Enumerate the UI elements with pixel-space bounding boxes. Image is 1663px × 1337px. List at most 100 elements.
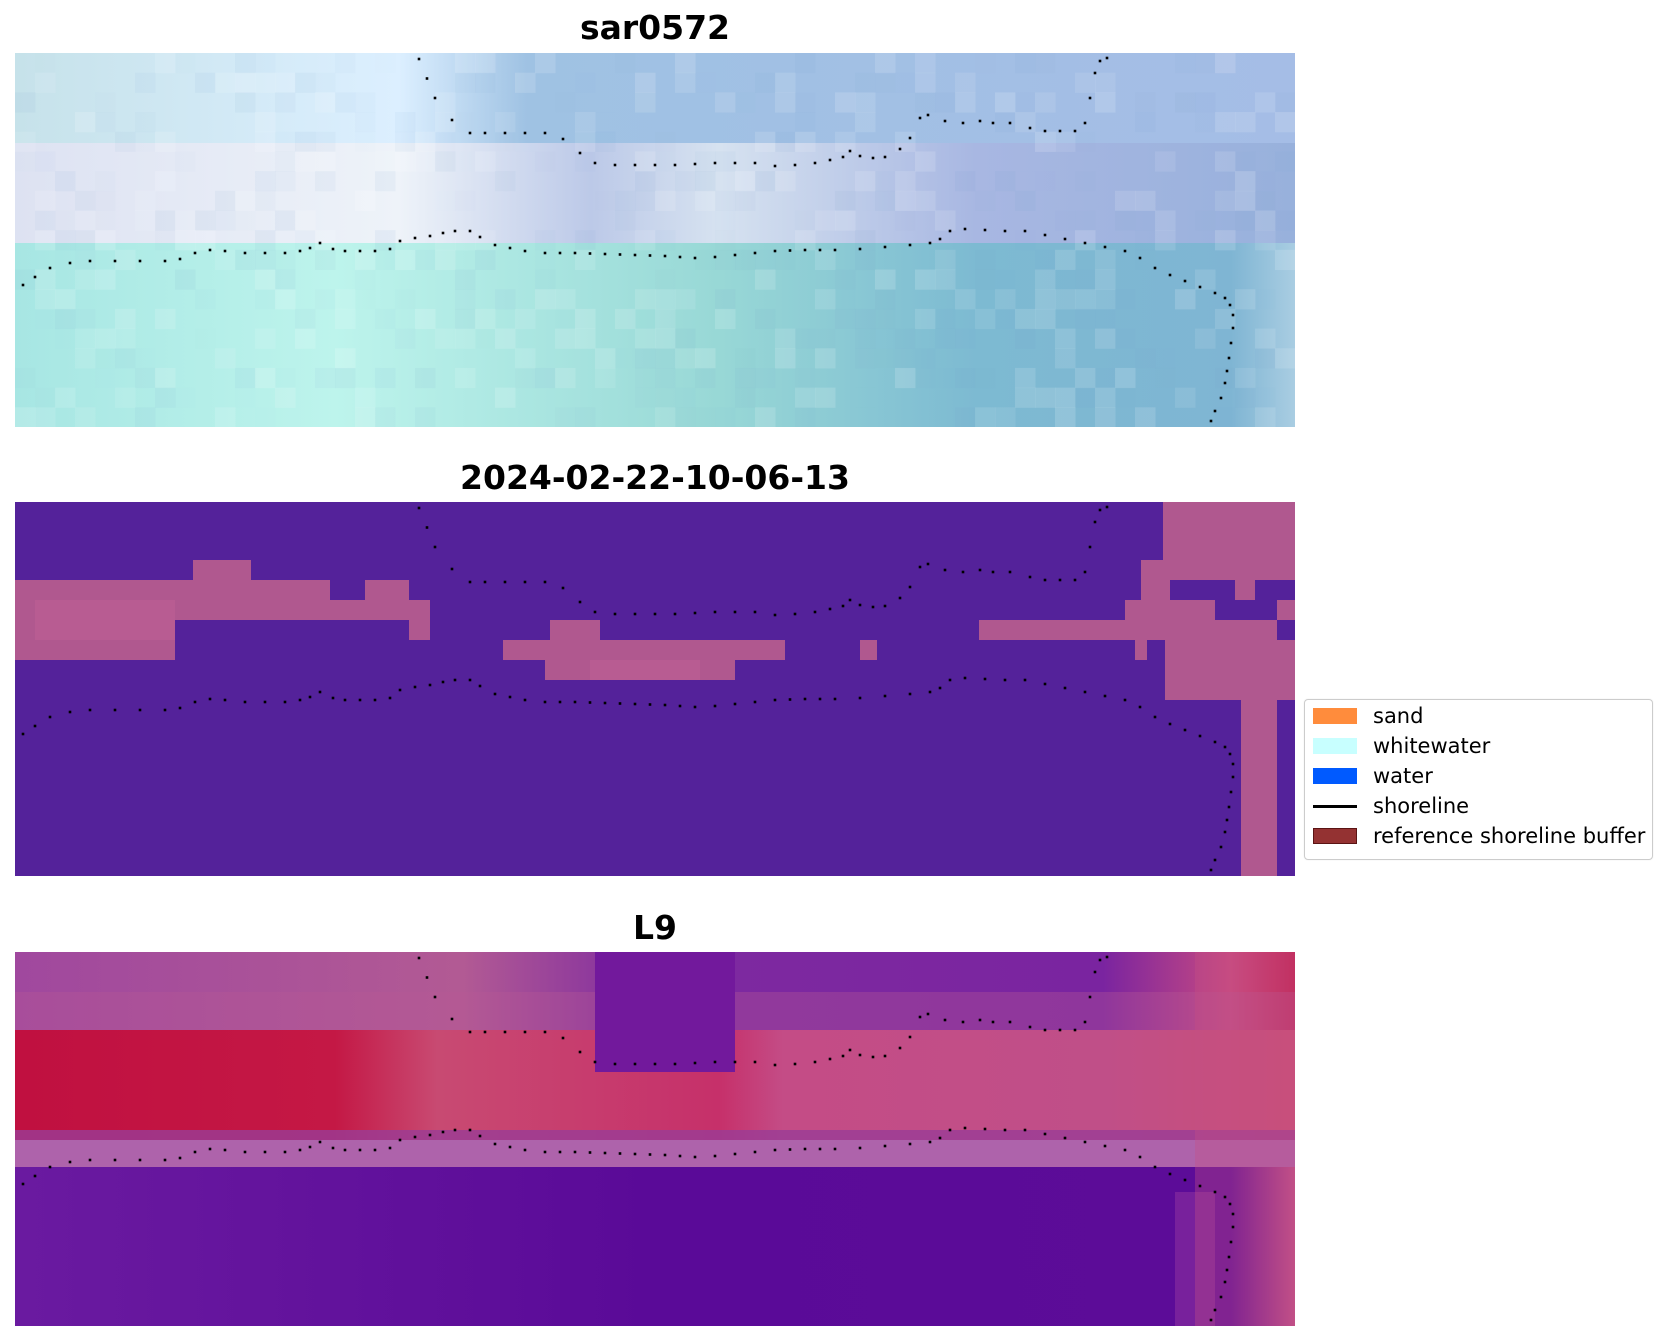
shoreline-point [68, 1160, 72, 1164]
shoreline-point [1105, 505, 1109, 509]
shoreline-point [678, 255, 682, 259]
shoreline-point [243, 700, 247, 704]
shoreline-point [733, 1152, 737, 1156]
shoreline-point [833, 248, 837, 252]
shoreline-point [908, 1035, 912, 1039]
shoreline-point [283, 251, 287, 255]
shoreline-point [753, 700, 757, 704]
shoreline-point [523, 249, 527, 253]
shoreline-point [453, 1128, 457, 1132]
shoreline-point [1209, 868, 1213, 872]
shoreline-point [573, 251, 577, 255]
shoreline-point [978, 119, 982, 123]
shoreline-dots [21, 955, 1235, 1322]
shoreline-point [1223, 830, 1227, 834]
legend-item-shoreline: shoreline [1313, 794, 1469, 818]
shoreline-point [618, 1152, 622, 1155]
shoreline-point [417, 956, 421, 960]
shoreline-point [1083, 1140, 1087, 1144]
shoreline-point [373, 1148, 377, 1152]
shoreline-point [1088, 96, 1092, 100]
shoreline-point [308, 695, 312, 699]
shoreline-point [1168, 722, 1172, 726]
shoreline-point [543, 131, 547, 135]
shoreline-point [433, 995, 437, 999]
shoreline-point [1043, 233, 1047, 237]
shoreline-point [978, 1018, 982, 1022]
shoreline-point [928, 690, 932, 694]
shoreline-point [663, 703, 667, 707]
shoreline-point [358, 1148, 362, 1152]
shoreline-point [1023, 229, 1027, 233]
shoreline-point [753, 251, 757, 255]
shoreline-point [1028, 126, 1032, 130]
shoreline-point [788, 698, 792, 701]
shoreline-point [373, 698, 377, 702]
water-swatch [1313, 768, 1357, 784]
shoreline-point [938, 686, 942, 690]
shoreline-point [543, 700, 547, 704]
shoreline-point [1138, 1155, 1142, 1159]
reference-buffer-swatch [1313, 828, 1357, 844]
shoreline-point [918, 1015, 922, 1019]
shoreline-point [163, 1158, 167, 1162]
shoreline-point [263, 251, 267, 255]
shoreline-point [1223, 381, 1227, 385]
shoreline-point [223, 249, 227, 253]
shoreline-point [388, 696, 392, 700]
shoreline-point [343, 698, 347, 702]
shoreline-point [648, 703, 652, 706]
legend-label: sand [1373, 704, 1424, 728]
shoreline-point [773, 1148, 777, 1152]
shoreline-point [1063, 686, 1067, 690]
shoreline-point [858, 1146, 862, 1150]
shoreline-point [478, 684, 482, 688]
shoreline-point [918, 565, 922, 569]
shoreline-point [633, 612, 637, 616]
shoreline-point [793, 163, 797, 167]
shoreline-point [858, 603, 862, 607]
shoreline-point [948, 229, 952, 233]
shoreline-point [1228, 1202, 1232, 1206]
shoreline-point [163, 259, 167, 263]
shoreline-point [633, 253, 637, 257]
shoreline-point [178, 1156, 182, 1160]
shoreline-point [733, 702, 737, 706]
shoreline-point [1073, 129, 1077, 133]
shoreline-point [1023, 1128, 1027, 1132]
shoreline-point [48, 715, 52, 719]
shoreline-point [1198, 1184, 1202, 1188]
shoreline-point [1043, 578, 1047, 582]
shoreline-point [468, 580, 472, 584]
shoreline-point [653, 1062, 657, 1066]
shoreline-point [483, 1030, 487, 1034]
shoreline-point [561, 586, 565, 590]
shoreline-point [441, 680, 445, 684]
shoreline-point [243, 251, 247, 255]
shoreline-point [1008, 1020, 1012, 1024]
shoreline-point [113, 259, 117, 263]
shoreline-point [1008, 121, 1012, 125]
shoreline-point [398, 1138, 402, 1142]
shoreline-point [1103, 694, 1107, 698]
shoreline-point [871, 156, 875, 160]
legend-item-water: water [1313, 764, 1433, 788]
shoreline-point [603, 701, 607, 705]
shoreline-point [963, 227, 967, 231]
legend: sand whitewater water shoreline referenc… [1304, 699, 1653, 860]
shoreline-point [1023, 678, 1027, 682]
shoreline-point [433, 545, 437, 549]
sand-swatch [1313, 708, 1357, 724]
shoreline-point [450, 567, 454, 571]
shoreline-point [1225, 369, 1229, 373]
shoreline-point [88, 1158, 92, 1162]
shoreline-point [1093, 970, 1097, 974]
shoreline-point [673, 612, 677, 616]
shoreline-point [588, 1151, 592, 1154]
shoreline-point [733, 161, 737, 165]
shoreline-point [828, 158, 832, 162]
shoreline-point [1083, 1020, 1087, 1024]
shoreline-point [478, 235, 482, 239]
shoreline-point [813, 161, 817, 165]
shoreline-point [593, 610, 597, 614]
